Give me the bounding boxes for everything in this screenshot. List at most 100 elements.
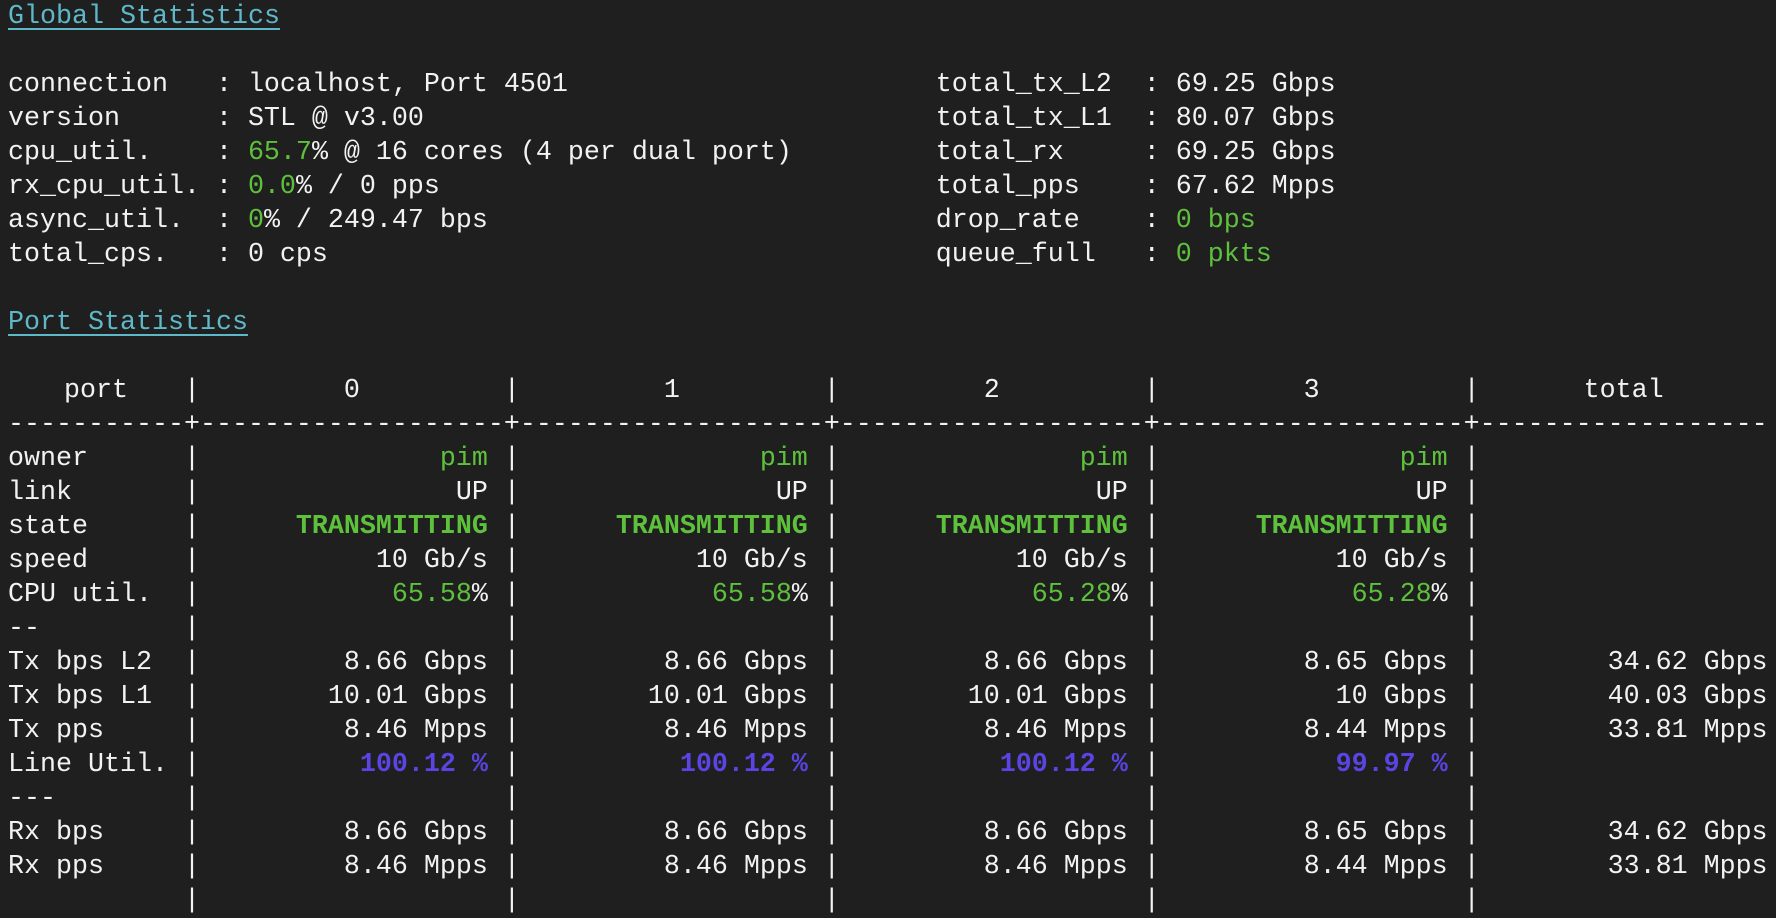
value-segment: 10 Gb/s: [1335, 546, 1448, 576]
table-cell: 10 Gbps: [1160, 680, 1464, 714]
value-segment: TRANSMITTING: [1255, 512, 1448, 542]
table-row: Line Util. | 100.12 % | 100.12 % | 100.12 % | 99…: [8, 748, 1480, 782]
table-cell: 99.97 %: [1160, 748, 1464, 782]
value-segment: %: [791, 580, 808, 610]
value-segment: 0.0: [247, 172, 296, 202]
stat-label: total_cps.: [8, 240, 168, 270]
table-cell: pim: [200, 442, 504, 476]
value-segment: 8.44 Mpps: [1303, 716, 1448, 746]
stat-label: total_tx_L2: [935, 70, 1112, 100]
table-cell: 65.58%: [200, 578, 504, 612]
table-cell: 65.58%: [520, 578, 824, 612]
table-row: state | TRANSMITTING | TRANSMITTING | TRANSMIT…: [8, 510, 1480, 544]
table-row: owner | pim | pim | pim | pim |: [8, 442, 1480, 476]
global-stat-row: async_util.: 0% / 249.47 bps drop_rate: 0…: [8, 204, 1776, 238]
table-row: Tx bps L1 | 10.01 Gbps | 10.01 Gbps | 10.01 Gb…: [8, 680, 1768, 714]
row-label: Line Util.: [8, 750, 168, 780]
table-cell: UP: [520, 476, 824, 510]
value-segment: 0 cps: [247, 240, 328, 270]
table-cell: UP: [200, 476, 504, 510]
table-cell: 8.46 Mpps: [840, 714, 1144, 748]
value-segment: 0: [247, 206, 264, 236]
table-cell: 8.66 Gbps: [520, 646, 824, 680]
global-stat-left: connection: localhost, Port 4501: [8, 70, 568, 100]
value-segment: 34.62 Gbps: [1607, 648, 1768, 678]
value-segment: 10.01 Gbps: [327, 682, 488, 712]
value-segment: TRANSMITTING: [935, 512, 1128, 542]
value-segment: % / 0 pps: [295, 172, 440, 202]
value-segment: 0 pkts: [1175, 240, 1272, 270]
value-segment: 100.12 %: [999, 750, 1128, 780]
global-stat-left: async_util.: 0% / 249.47 bps: [8, 206, 488, 236]
blank-line: [8, 272, 1776, 306]
row-label: ---: [8, 784, 56, 814]
global-stat-right: queue_full: 0 pkts: [935, 240, 1272, 270]
global-stat-left: version: STL @ v3.00: [8, 104, 424, 134]
table-header: port | 0 | 1 | 2 | 3 | total: [8, 374, 1776, 408]
value-segment: 8.46 Mpps: [983, 852, 1128, 882]
row-label: speed: [8, 546, 88, 576]
table-cell: 8.46 Mpps: [200, 850, 504, 884]
table-cell: 10 Gb/s: [1160, 544, 1464, 578]
stat-label: total_pps: [935, 172, 1080, 202]
row-label: Tx bps L2: [8, 648, 152, 678]
column-header: 2: [983, 376, 1000, 406]
value-segment: 8.46 Mpps: [343, 716, 488, 746]
table-cell: 10 Gb/s: [520, 544, 824, 578]
value-segment: 8.44 Mpps: [1303, 852, 1448, 882]
value-segment: 100.12 %: [679, 750, 808, 780]
value-segment: 80.07 Gbps: [1175, 104, 1336, 134]
value-segment: pim: [759, 444, 808, 474]
value-segment: 0 bps: [1175, 206, 1256, 236]
value-segment: 8.66 Gbps: [983, 818, 1128, 848]
value-segment: 10.01 Gbps: [967, 682, 1128, 712]
stat-label: drop_rate: [935, 206, 1080, 236]
table-row: Rx pps | 8.46 Mpps | 8.46 Mpps | 8.46 Mpps | 8.4…: [8, 850, 1768, 884]
table-cell: 8.65 Gbps: [1160, 646, 1464, 680]
row-label: link: [8, 478, 72, 508]
table-cell: 8.46 Mpps: [840, 850, 1144, 884]
table-cell: TRANSMITTING: [520, 510, 824, 544]
blank-line: [8, 340, 1776, 374]
table-cell: 10.01 Gbps: [840, 680, 1144, 714]
table-cell: 10.01 Gbps: [200, 680, 504, 714]
value-segment: % @ 16 cores (4 per dual port): [311, 138, 792, 168]
value-segment: 65.7: [247, 138, 312, 168]
value-segment: UP: [775, 478, 808, 508]
row-label: Tx bps L1: [8, 682, 152, 712]
global-stat-right: total_rx: 69.25 Gbps: [935, 138, 1336, 168]
column-header: 3: [1303, 376, 1320, 406]
value-segment: 8.66 Gbps: [343, 648, 488, 678]
value-segment: 8.66 Gbps: [343, 818, 488, 848]
column-header: total: [1583, 376, 1664, 406]
table-cell: 8.65 Gbps: [1160, 816, 1464, 850]
table-cell: 100.12 %: [840, 748, 1144, 782]
port-statistics-heading: Port Statistics: [8, 306, 1776, 340]
table-row: CPU util. | 65.58% | 65.58% | 65.28% | 65.28% |: [8, 578, 1480, 612]
table-cell: 65.28%: [840, 578, 1144, 612]
row-label: owner: [8, 444, 88, 474]
value-segment: 10 Gbps: [1335, 682, 1448, 712]
row-label: Rx pps: [8, 852, 104, 882]
value-segment: 8.65 Gbps: [1303, 648, 1448, 678]
table-cell: 8.66 Gbps: [200, 816, 504, 850]
table-cell: TRANSMITTING: [200, 510, 504, 544]
global-stat-right: total_tx_L1: 80.07 Gbps: [935, 104, 1336, 134]
table-cell: TRANSMITTING: [1160, 510, 1464, 544]
stat-label: rx_cpu_util.: [8, 172, 200, 202]
section-title: Port Statistics: [8, 308, 248, 338]
table-cell: 8.46 Mpps: [200, 714, 504, 748]
value-segment: 65.28: [1351, 580, 1432, 610]
value-segment: % / 249.47 bps: [263, 206, 488, 236]
table-cell: 65.28%: [1160, 578, 1464, 612]
section-title: Global Statistics: [8, 2, 280, 32]
global-stat-row: version: STL @ v3.00 total_tx_L1: 80.07 G…: [8, 102, 1776, 136]
table-cell: 10 Gb/s: [200, 544, 504, 578]
global-statistics-heading: Global Statistics: [8, 0, 1776, 34]
table-row: Tx pps | 8.46 Mpps | 8.46 Mpps | 8.46 Mpps | 8.4…: [8, 714, 1768, 748]
table-cell: 8.46 Mpps: [520, 714, 824, 748]
table-cell: 8.46 Mpps: [520, 850, 824, 884]
table-cell: 100.12 %: [200, 748, 504, 782]
value-segment: %: [471, 580, 488, 610]
